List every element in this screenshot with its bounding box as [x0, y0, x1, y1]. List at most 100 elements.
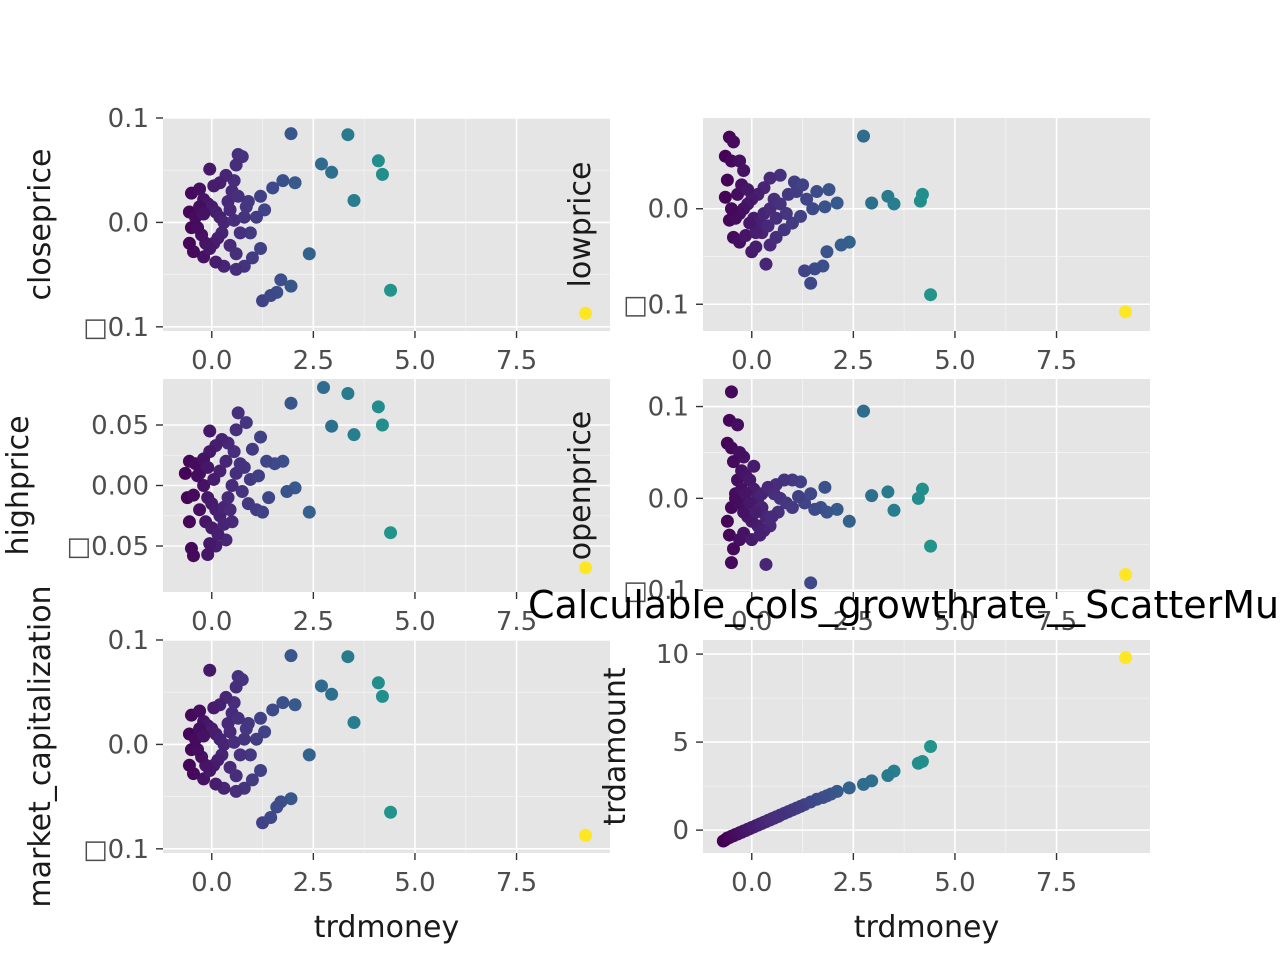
data-point: [911, 756, 925, 770]
x-tick-label: 7.5: [496, 868, 537, 898]
data-point: [1119, 305, 1133, 319]
data-point: [747, 459, 761, 473]
data-point: [254, 711, 268, 725]
data-point: [857, 404, 871, 418]
y-tick-label: 0.1: [648, 393, 689, 423]
data-point: [217, 737, 231, 751]
data-point: [794, 209, 808, 223]
data-point: [229, 784, 243, 798]
data-point: [749, 505, 763, 519]
x-tick-label: 7.5: [1036, 868, 1077, 898]
data-point: [225, 479, 239, 492]
y-tick-label: □0.1: [623, 576, 689, 606]
data-point: [720, 514, 734, 528]
y-tick-label: 0.05: [91, 411, 149, 441]
data-point: [371, 154, 385, 168]
data-point: [924, 539, 938, 553]
data-point: [223, 503, 237, 517]
x-tick-label: 5.0: [394, 868, 435, 898]
data-point: [314, 157, 328, 171]
data-point: [231, 189, 245, 203]
x-tick-label: 0.0: [731, 346, 772, 376]
data-point: [743, 216, 757, 230]
data-point: [207, 472, 221, 486]
data-point: [223, 725, 237, 739]
y-axis-title: market_capitalization: [23, 585, 58, 907]
data-point: [724, 556, 738, 570]
data-point: [197, 207, 211, 221]
data-point: [197, 729, 211, 743]
data-point: [347, 428, 361, 442]
x-tick-label: 0.0: [731, 607, 772, 637]
data-point: [314, 679, 328, 693]
data-point: [804, 487, 818, 501]
data-point: [857, 129, 871, 143]
data-point: [769, 230, 783, 244]
data-point: [280, 485, 294, 499]
y-tick-label: □0.05: [67, 532, 149, 562]
x-tick-label: 2.5: [833, 868, 874, 898]
data-point: [284, 396, 298, 410]
data-point: [284, 279, 298, 293]
data-point: [759, 557, 773, 571]
data-point: [796, 178, 810, 192]
panel-4: 0.0 2.5 5.0 7.5 □0.1 0.0 0.1 openprice: [563, 379, 1150, 637]
data-point: [325, 687, 339, 701]
x-tick-label: 2.5: [293, 346, 334, 376]
data-point: [201, 547, 215, 561]
data-point: [276, 174, 290, 188]
data-point: [771, 809, 785, 823]
data-point: [231, 406, 245, 420]
data-point: [325, 165, 339, 179]
data-point: [842, 781, 856, 795]
data-point: [302, 505, 316, 519]
data-point: [249, 210, 263, 224]
data-point: [726, 455, 740, 469]
data-point: [264, 811, 278, 824]
x-tick-label: 5.0: [394, 346, 435, 376]
data-point: [254, 242, 268, 256]
x-axis-title: trdmoney: [314, 910, 459, 945]
data-point: [251, 469, 265, 483]
panel-3: 0.0 2.5 5.0 7.5 □0.05 0.00 0.05 highprice: [1, 379, 610, 637]
x-tick-label: 0.0: [731, 868, 772, 898]
data-point: [371, 676, 385, 690]
data-point: [227, 735, 241, 749]
data-point: [830, 502, 844, 516]
data-point: [384, 526, 398, 540]
data-point: [270, 800, 284, 814]
x-tick-label: 0.0: [191, 607, 232, 637]
data-point: [284, 792, 298, 806]
data-point: [800, 192, 814, 206]
data-point: [347, 715, 361, 729]
x-tick-label: 5.0: [934, 868, 975, 898]
data-point: [820, 245, 834, 259]
data-point: [227, 213, 241, 227]
data-point: [184, 541, 198, 555]
data-point: [804, 576, 818, 590]
data-point: [915, 187, 929, 201]
y-tick-label: 0.1: [108, 104, 149, 134]
data-point: [759, 257, 773, 271]
data-point: [288, 176, 302, 190]
data-point: [375, 418, 389, 432]
data-point: [239, 200, 253, 214]
data-point: [243, 748, 257, 762]
data-point: [203, 424, 217, 438]
data-point: [193, 503, 207, 517]
data-point: [239, 722, 253, 736]
data-point: [229, 769, 243, 783]
data-point: [237, 732, 251, 746]
y-axis-title: lowprice: [563, 162, 598, 288]
panel-5: 0.0 2.5 5.0 7.5 □0.1 0.0 0.1 market_capitalizat…: [23, 585, 610, 945]
data-point: [722, 528, 736, 542]
data-point: [924, 740, 938, 753]
data-point: [178, 466, 192, 480]
data-point: [887, 503, 901, 517]
data-point: [233, 748, 247, 762]
data-point: [191, 469, 205, 483]
data-point: [822, 183, 836, 197]
data-point: [375, 689, 389, 703]
data-point: [229, 262, 243, 276]
data-point: [229, 158, 243, 172]
